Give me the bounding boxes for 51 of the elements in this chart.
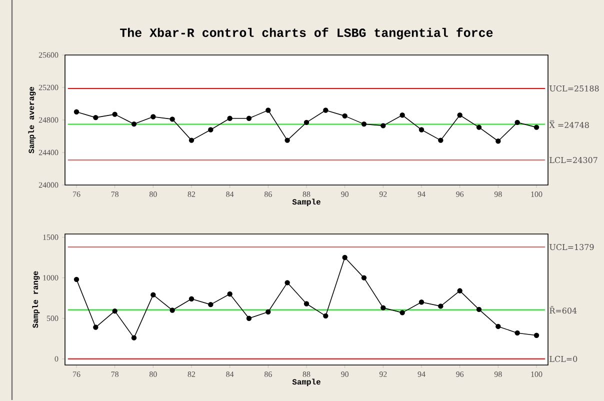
point — [380, 305, 386, 310]
point — [418, 300, 424, 305]
point — [208, 302, 214, 308]
point — [112, 308, 118, 314]
point — [400, 310, 405, 316]
point — [323, 108, 328, 113]
chart-title: The Xbar-R control charts of LSBG tangential force — [120, 28, 493, 40]
point — [112, 112, 118, 117]
point — [227, 291, 232, 297]
point — [284, 138, 290, 143]
point — [361, 275, 367, 280]
point — [304, 120, 310, 126]
point — [227, 116, 232, 121]
point — [208, 127, 214, 132]
point — [496, 324, 501, 330]
point — [266, 108, 271, 113]
point — [304, 301, 310, 306]
point — [418, 127, 424, 132]
point — [476, 306, 482, 312]
point — [514, 330, 520, 336]
point — [74, 276, 80, 282]
point — [400, 112, 405, 118]
point — [170, 308, 175, 313]
point — [534, 332, 540, 338]
point — [496, 138, 501, 144]
point — [188, 296, 194, 302]
point — [438, 304, 444, 309]
point — [246, 316, 252, 321]
point — [476, 124, 482, 130]
point — [150, 292, 156, 298]
point — [74, 109, 80, 114]
point — [534, 124, 540, 130]
point — [188, 138, 194, 143]
point — [131, 335, 137, 340]
point — [170, 116, 175, 122]
point — [457, 288, 462, 294]
point — [284, 280, 290, 286]
point — [438, 138, 444, 143]
point — [380, 123, 386, 128]
point — [514, 120, 520, 126]
point — [342, 254, 348, 260]
point — [131, 121, 137, 127]
point — [361, 121, 367, 127]
point — [457, 112, 462, 118]
point — [93, 114, 98, 120]
point — [266, 309, 271, 314]
point — [323, 313, 328, 319]
point — [93, 324, 98, 330]
point — [246, 116, 252, 121]
point — [150, 114, 156, 120]
point — [342, 113, 348, 119]
